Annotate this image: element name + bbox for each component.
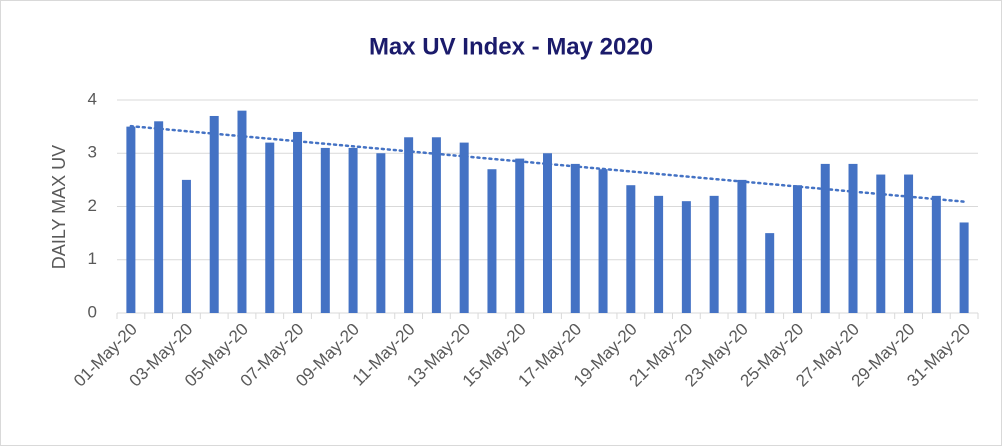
bar — [376, 153, 386, 313]
bar — [931, 195, 941, 313]
bar — [154, 121, 164, 313]
y-axis-label: DAILY MAX UV — [49, 145, 69, 269]
bar — [237, 110, 247, 314]
bar — [709, 195, 719, 313]
bar — [876, 174, 886, 313]
y-tick-label: 2 — [88, 196, 97, 215]
bar — [181, 179, 191, 313]
bar — [570, 163, 580, 313]
bar — [654, 195, 664, 313]
bar — [959, 222, 969, 313]
y-tick-label: 4 — [88, 89, 97, 108]
y-tick-label: 0 — [88, 302, 97, 321]
bar — [209, 115, 219, 313]
bar — [848, 163, 858, 313]
bar — [348, 147, 358, 313]
y-tick-label: 1 — [88, 249, 97, 268]
y-tick-label: 3 — [88, 143, 97, 162]
bar — [459, 142, 469, 313]
bar — [293, 131, 303, 313]
bar — [487, 169, 497, 313]
bar — [737, 179, 747, 313]
bar — [820, 163, 830, 313]
bar — [515, 158, 525, 313]
bar — [765, 233, 775, 313]
bar — [792, 185, 802, 313]
bar — [904, 174, 914, 313]
bar — [404, 137, 414, 313]
bar — [431, 137, 441, 313]
bar — [320, 147, 330, 313]
bar — [265, 142, 275, 313]
bar — [543, 153, 552, 313]
trendline — [129, 124, 966, 203]
bar — [626, 185, 636, 313]
bar — [126, 126, 136, 313]
chart-title: Max UV Index - May 2020 — [369, 33, 653, 60]
bar — [598, 169, 608, 313]
bar — [681, 201, 691, 313]
